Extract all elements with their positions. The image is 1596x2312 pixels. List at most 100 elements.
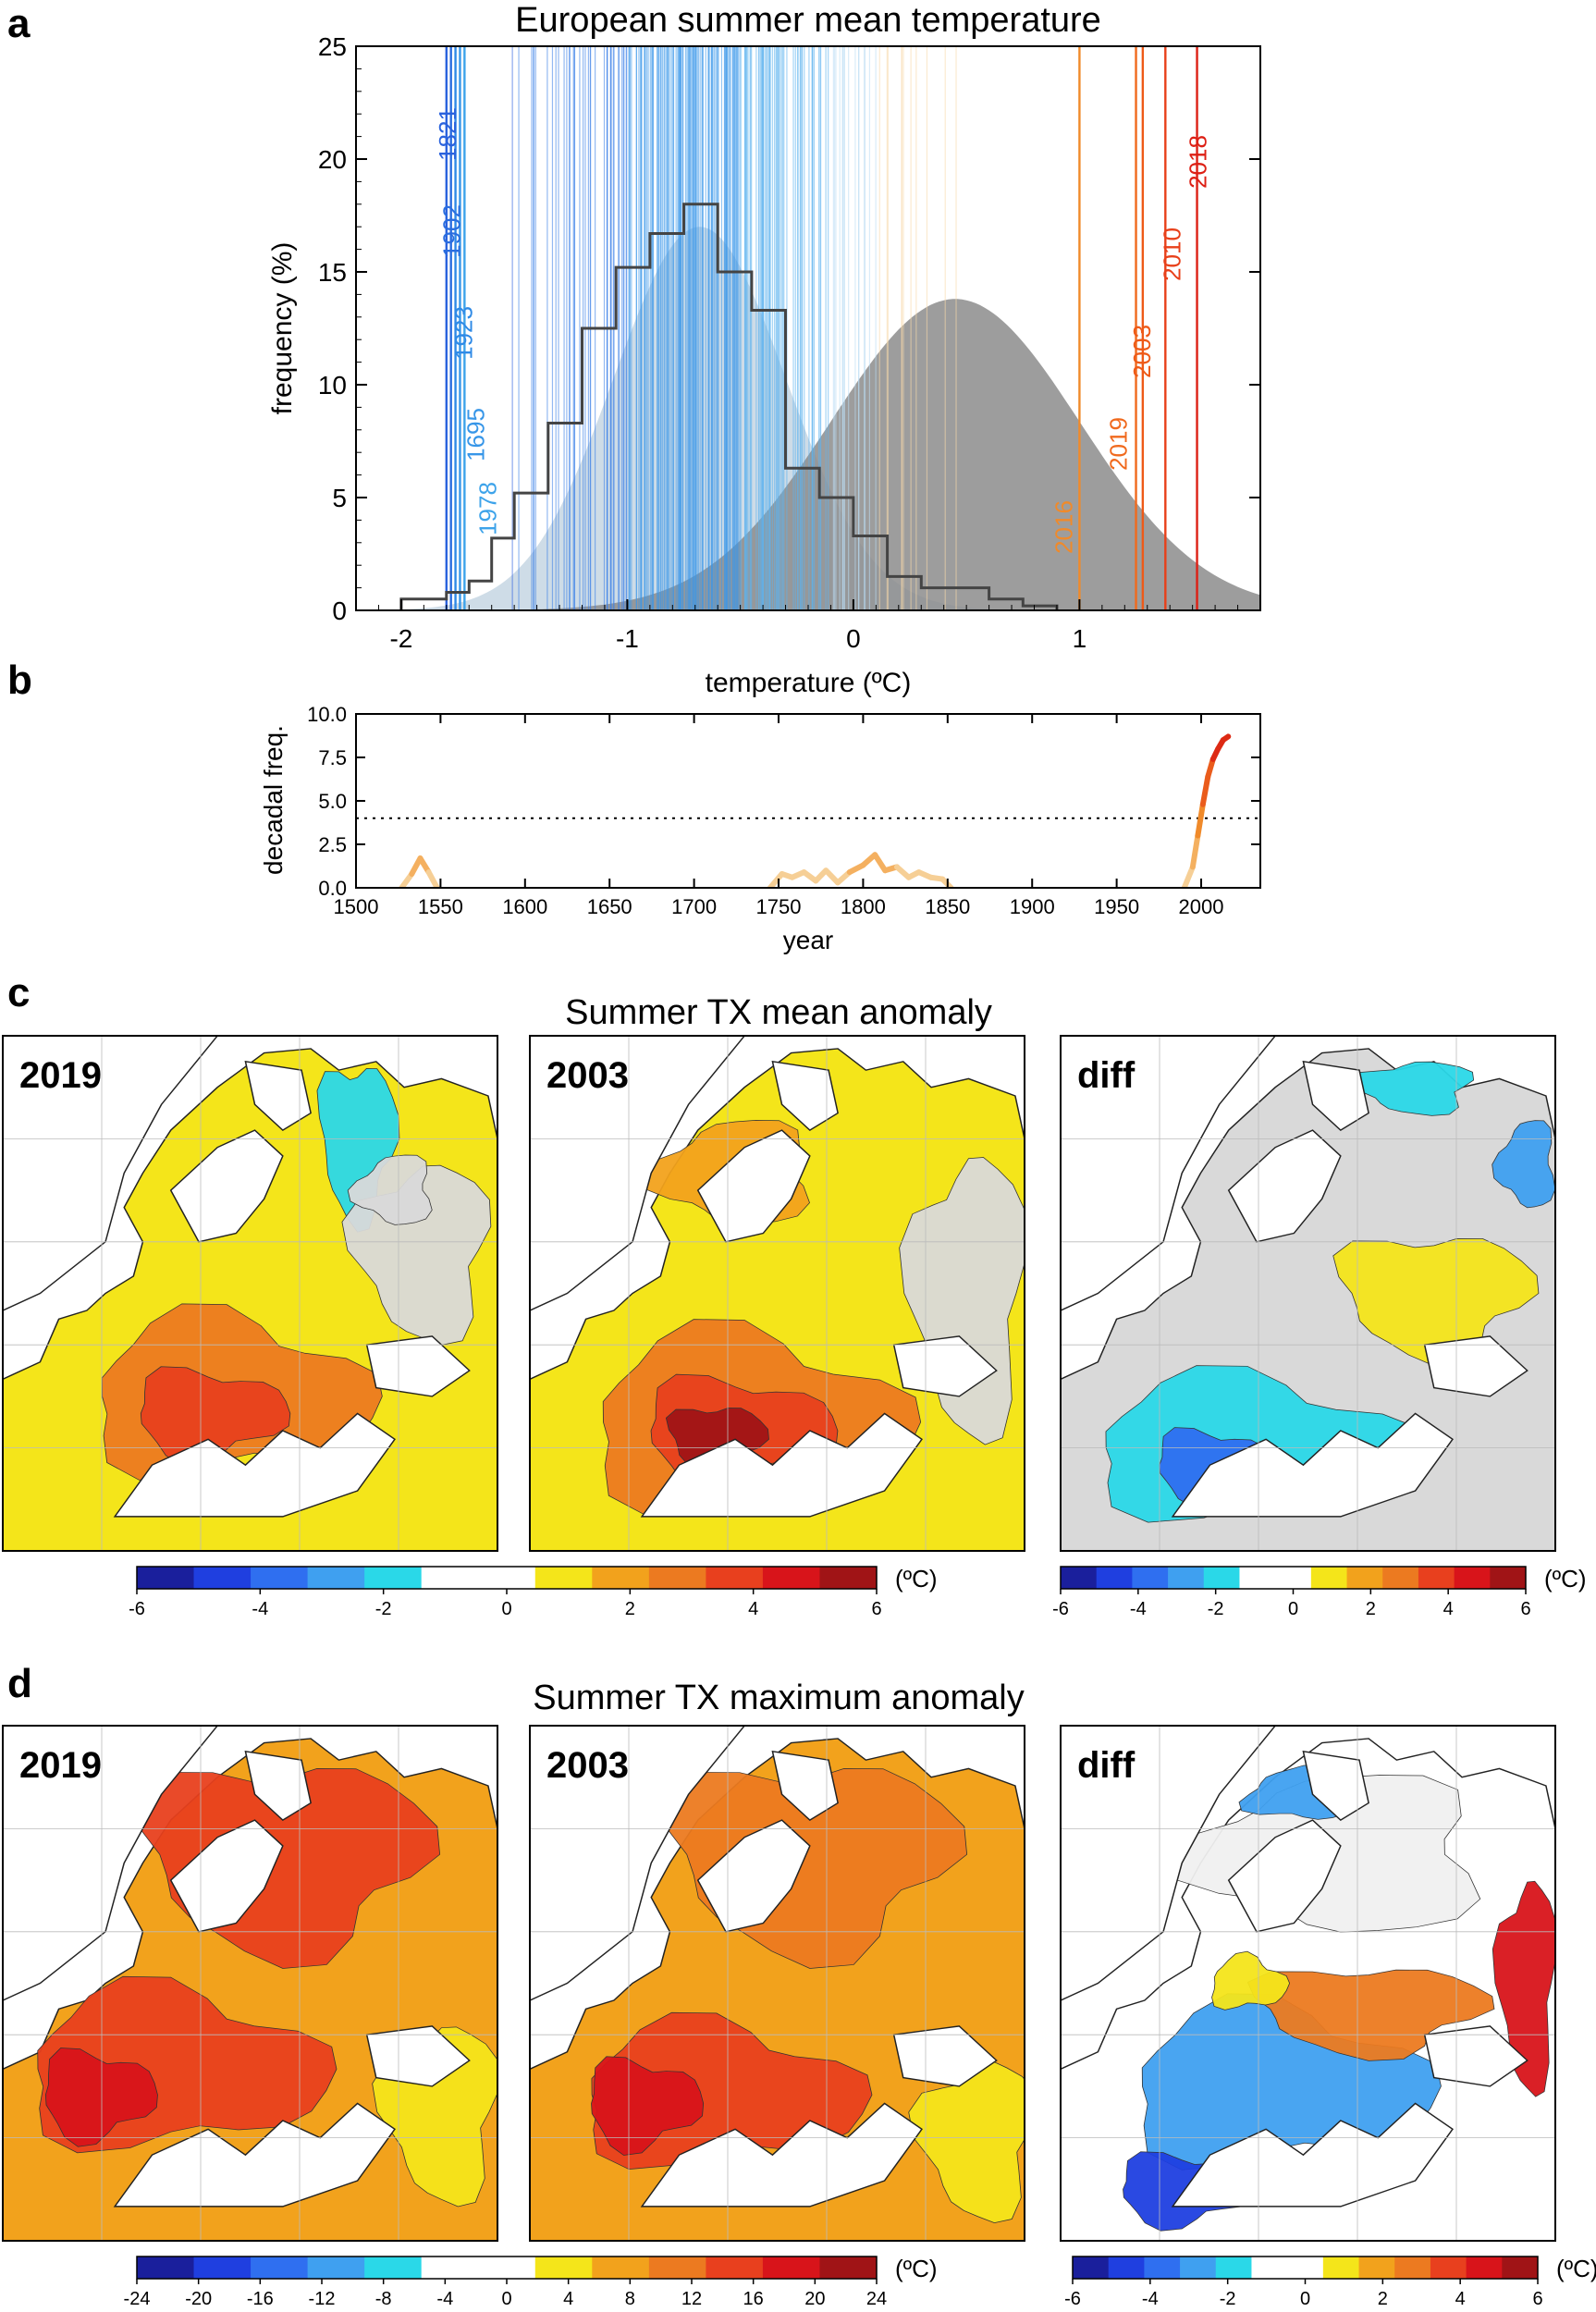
colorbar-swatch bbox=[1287, 2257, 1324, 2279]
colorbar-swatch bbox=[193, 1567, 252, 1589]
series-historic-segment bbox=[872, 852, 889, 874]
panel-b-ylabel: decadal freq. bbox=[259, 725, 288, 875]
colorbar-swatch bbox=[251, 1567, 309, 1589]
map-sea-region bbox=[365, 2025, 471, 2087]
colorbar-swatch bbox=[706, 2257, 764, 2279]
map-sea-region bbox=[892, 2025, 998, 2087]
colorbar-tick-label: -4 bbox=[436, 2289, 453, 2309]
x-tick-label: 1950 bbox=[1094, 895, 1139, 918]
colorbar-swatch bbox=[819, 2257, 878, 2279]
histogram-outline bbox=[399, 203, 1059, 610]
map-sea-region bbox=[696, 1819, 811, 1933]
distribution-past bbox=[356, 227, 1260, 610]
map-title: diff bbox=[1077, 1745, 1136, 1786]
colorbar-swatch bbox=[534, 1567, 593, 1589]
map-sea-region bbox=[169, 1819, 284, 1933]
panel-d-letter: d bbox=[7, 1661, 32, 1706]
colorbar-tick-label: 0 bbox=[1300, 2289, 1310, 2309]
colorbar-swatch bbox=[307, 2257, 365, 2279]
panel-a: a European summer mean temperature 1821 1… bbox=[7, 1, 1261, 698]
year-label-2010: 2010 bbox=[1158, 228, 1185, 281]
map-sea-region bbox=[1423, 2025, 1528, 2087]
colorbar-unit: (ºC) bbox=[895, 2255, 938, 2282]
year-label-group-2019: 2019 bbox=[1105, 417, 1133, 471]
map-frame bbox=[1060, 1725, 1556, 2242]
panel-b: b 0.0 2.5 5.0 7.5 10.0 1500 1550 1600 1650 1700 17… bbox=[7, 658, 1261, 954]
series-recent-segment bbox=[1189, 832, 1201, 870]
panel-b-axes: 0.0 2.5 5.0 7.5 10.0 1500 1550 1600 1650 1700 1750… bbox=[307, 703, 1260, 918]
colorbar-tick-label: 2 bbox=[1366, 1599, 1376, 1619]
colorbar-tick-label: -6 bbox=[1052, 1599, 1069, 1619]
map-sea-region bbox=[1227, 1819, 1342, 1933]
year-label-1923: 1923 bbox=[450, 306, 478, 360]
colorbar-swatch bbox=[1096, 1567, 1133, 1589]
map-frame bbox=[529, 1035, 1025, 1552]
x-tick-label: 1850 bbox=[925, 895, 970, 918]
series-early-segment bbox=[425, 869, 440, 888]
map-sea-region bbox=[771, 1060, 839, 1132]
map-sea-region bbox=[771, 1750, 839, 1822]
year-label-group-2010: 2010 bbox=[1158, 228, 1185, 281]
colorbar-swatch bbox=[421, 2257, 479, 2279]
year-label-1978: 1978 bbox=[473, 482, 501, 535]
colorbar-swatch bbox=[1168, 1567, 1205, 1589]
colorbar-tick-label: -16 bbox=[247, 2289, 274, 2309]
map-title: 2003 bbox=[546, 1745, 629, 1786]
panel-b-plot-area bbox=[356, 733, 1260, 888]
colorbar-tick-label: 0 bbox=[501, 2289, 511, 2309]
colorbar-swatch bbox=[1061, 1567, 1098, 1589]
colorbar-swatch bbox=[1346, 1567, 1383, 1589]
colorbar-swatch bbox=[1215, 2257, 1252, 2279]
series-recent-segment bbox=[1195, 801, 1206, 839]
year-label-group-2018: 2018 bbox=[1185, 135, 1212, 189]
colorbar-tick-label: -4 bbox=[1130, 1599, 1147, 1619]
map-sea-region bbox=[1227, 1129, 1342, 1243]
year-label-2018: 2018 bbox=[1185, 135, 1212, 189]
year-label-group-2016: 2016 bbox=[1050, 500, 1077, 554]
map-sea-region bbox=[696, 1129, 811, 1243]
colorbar-unit: (ºC) bbox=[895, 1565, 938, 1593]
map-d-2003: 2003 bbox=[529, 1725, 1025, 2242]
map-inner bbox=[3, 1726, 497, 2241]
series-early-segment bbox=[399, 870, 415, 888]
map-land-group bbox=[3, 1036, 497, 1551]
colorbar-swatch bbox=[1454, 1567, 1491, 1589]
y-tick-label: 5.0 bbox=[318, 790, 347, 813]
map-sea-region bbox=[892, 1335, 998, 1397]
colorbar-swatch bbox=[364, 2257, 423, 2279]
panel-b-xlabel: year bbox=[783, 926, 833, 954]
colorbar-swatch bbox=[1180, 2257, 1217, 2279]
year-label-2019: 2019 bbox=[1105, 417, 1133, 471]
colorbar-swatch bbox=[1430, 2257, 1467, 2279]
map-frame bbox=[529, 1725, 1025, 2242]
map-sea-region bbox=[244, 1750, 312, 1822]
y-tick-label: 0.0 bbox=[318, 877, 347, 900]
year-label-group-1695: 1695 bbox=[461, 408, 489, 461]
year-label-1695: 1695 bbox=[461, 408, 489, 461]
colorbar-swatch bbox=[364, 1567, 423, 1589]
colorbar-swatch bbox=[1108, 2257, 1145, 2279]
year-label-2016: 2016 bbox=[1050, 500, 1077, 554]
colorbar-swatch bbox=[762, 2257, 820, 2279]
colorbar-swatch bbox=[1144, 2257, 1181, 2279]
map-sea-region bbox=[169, 1129, 284, 1243]
y-tick-label: 10.0 bbox=[307, 703, 347, 726]
panel-d-colorbars: -24 -20 -16 -12 -8 -4 0 4 8 12 16 20 24(ºC)-6 -4 -2 0 2 4… bbox=[124, 2255, 1596, 2309]
y-tick-label: 20 bbox=[318, 145, 347, 174]
x-tick-label: 1800 bbox=[841, 895, 886, 918]
colorbar-swatch bbox=[1275, 1567, 1312, 1589]
year-label-1821: 1821 bbox=[434, 107, 461, 161]
colorbar-swatch bbox=[534, 2257, 593, 2279]
colorbar-swatch bbox=[1251, 2257, 1288, 2279]
panel-a-title: European summer mean temperature bbox=[515, 1, 1101, 40]
year-label-group-2003: 2003 bbox=[1128, 325, 1156, 378]
x-tick-label: 1600 bbox=[502, 895, 547, 918]
colorbar-d-left: -24 -20 -16 -12 -8 -4 0 4 8 12 16 20 24 (ºC) bbox=[124, 2255, 938, 2309]
colorbar-unit: (ºC) bbox=[1556, 2255, 1596, 2282]
map-frame bbox=[2, 1725, 498, 2242]
map-sea-region bbox=[1423, 1335, 1528, 1397]
x-tick-label: 1550 bbox=[418, 895, 463, 918]
y-tick-label: 7.5 bbox=[318, 746, 347, 769]
series-historic-segment bbox=[767, 870, 785, 888]
